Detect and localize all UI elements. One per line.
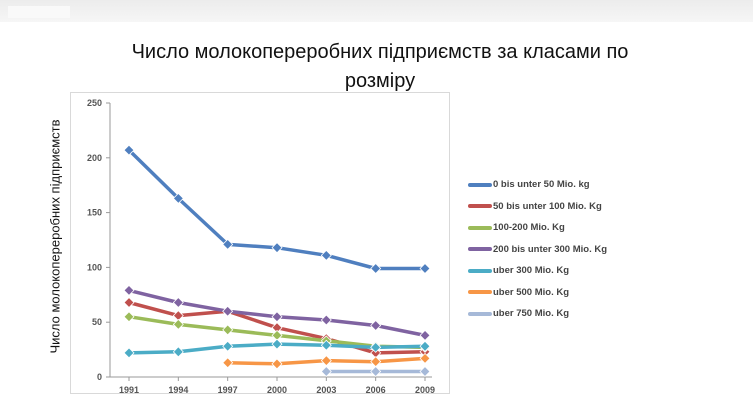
legend-item: uber 300 Mio. Kg <box>468 260 708 282</box>
data-point <box>222 324 234 336</box>
legend-item: uber 750 Mio. Kg <box>468 303 708 325</box>
data-point <box>123 296 135 308</box>
legend-swatch <box>468 225 492 230</box>
x-tick-label: 1997 <box>218 385 238 395</box>
chart-title-line-1: Число молокопереробних підприємств за кл… <box>131 41 629 63</box>
data-point <box>370 365 382 378</box>
data-point <box>172 192 184 204</box>
data-point <box>370 356 382 368</box>
legend-item: 50 bis unter 100 Mio. Kg <box>468 196 708 218</box>
legend-swatch <box>468 311 492 316</box>
y-tick-label: 100 <box>87 262 102 272</box>
x-tick-label: 1991 <box>119 385 139 395</box>
data-point <box>172 310 184 322</box>
data-point <box>123 311 135 323</box>
series-6 <box>222 352 431 370</box>
legend-label: 50 bis unter 100 Mio. Kg <box>493 200 602 212</box>
data-point <box>419 340 431 352</box>
series-7 <box>320 365 431 378</box>
data-point <box>123 284 135 296</box>
legend-label: 0 bis unter 50 Mio. kg <box>493 179 590 191</box>
data-point <box>271 242 283 254</box>
data-point <box>172 346 184 358</box>
data-point <box>271 322 283 334</box>
data-point <box>320 249 332 261</box>
data-point <box>222 238 234 250</box>
y-tick-label: 250 <box>87 98 102 108</box>
data-point <box>172 296 184 309</box>
top-band-highlight <box>8 6 70 18</box>
legend-swatch <box>468 247 492 252</box>
data-point <box>320 339 332 351</box>
y-tick-label: 150 <box>87 208 102 218</box>
legend-label: 100-200 Mio. Kg <box>493 222 565 234</box>
legend-swatch <box>468 182 492 187</box>
legend-swatch <box>468 204 492 209</box>
y-tick-label: 50 <box>92 317 102 327</box>
data-point <box>320 366 332 378</box>
data-point <box>419 262 431 275</box>
legend-label: uber 300 Mio. Kg <box>493 265 570 277</box>
legend-swatch <box>468 268 492 273</box>
x-tick-label: 2000 <box>267 385 287 395</box>
data-point <box>419 329 431 341</box>
data-point <box>222 357 234 369</box>
data-point <box>419 365 431 378</box>
data-point <box>271 338 283 350</box>
data-point <box>222 305 234 317</box>
x-tick-label: 1994 <box>168 385 188 395</box>
data-point <box>271 311 283 323</box>
data-point <box>370 319 382 331</box>
data-point <box>123 347 135 359</box>
chart-title-line-2: розміру <box>344 70 416 92</box>
data-point <box>320 314 332 326</box>
y-tick-label: 200 <box>87 153 102 163</box>
legend-label: uber 750 Mio. Kg <box>493 308 570 320</box>
legend-label: uber 500 Mio. Kg <box>493 286 570 298</box>
legend-swatch <box>468 290 492 295</box>
data-point <box>123 144 135 156</box>
legend-item: 200 bis unter 300 Mio. Kg <box>468 239 708 261</box>
series-4 <box>123 284 431 341</box>
x-tick-label: 2003 <box>316 385 336 395</box>
chart-legend: 0 bis unter 50 Mio. kg 50 bis unter 100 M… <box>468 174 708 325</box>
legend-item: uber 500 Mio. Kg <box>468 282 708 304</box>
data-point <box>370 262 382 274</box>
series-1 <box>123 144 431 275</box>
series-5 <box>123 338 431 359</box>
data-point <box>370 341 382 353</box>
top-band <box>0 0 753 22</box>
data-point <box>320 355 332 367</box>
data-point <box>172 318 184 330</box>
x-tick-label: 2009 <box>415 385 435 395</box>
legend-item: 0 bis unter 50 Mio. kg <box>468 174 708 196</box>
data-point <box>271 329 283 341</box>
data-point <box>419 352 431 364</box>
legend-item: 100-200 Mio. Kg <box>468 217 708 239</box>
legend-label: 200 bis unter 300 Mio. Kg <box>493 243 608 255</box>
y-tick-label: 0 <box>97 372 102 382</box>
data-point <box>222 340 234 352</box>
data-point <box>271 358 283 370</box>
chart-title: Число молокопереробних підприємств за кл… <box>60 38 700 96</box>
x-tick-label: 2006 <box>366 385 386 395</box>
